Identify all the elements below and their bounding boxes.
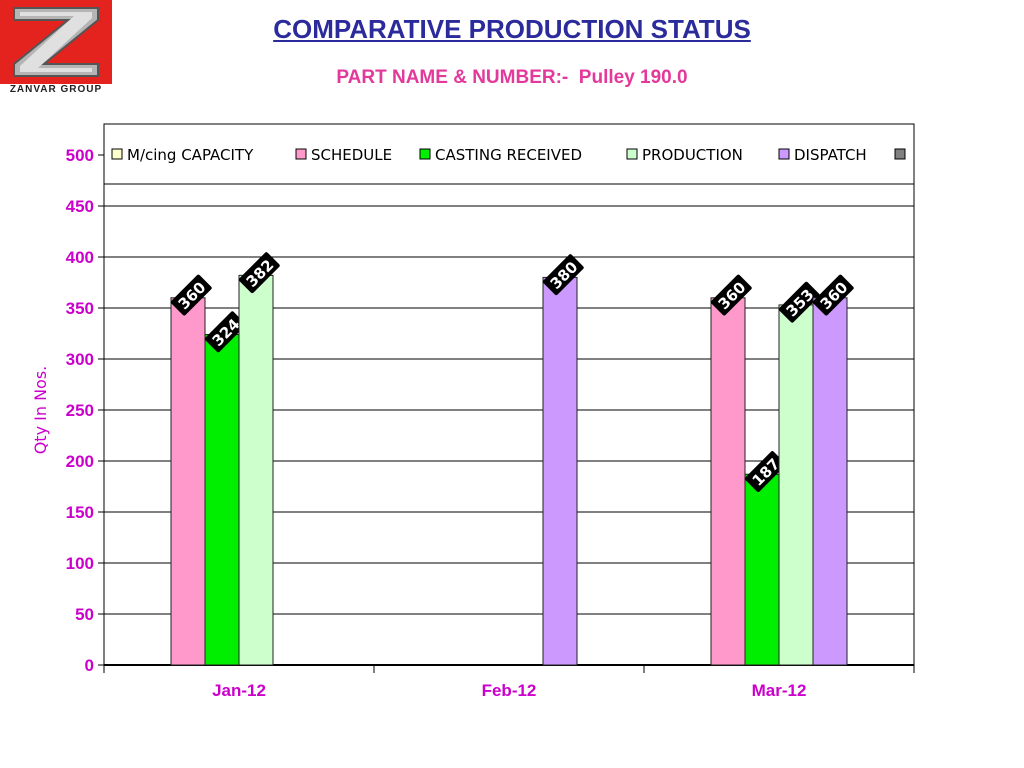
legend-swatch — [894, 148, 906, 160]
data-label-bg — [812, 274, 854, 316]
y-axis-label: Qty In Nos. — [31, 366, 50, 455]
legend-label: M/cing CAPACITY — [127, 146, 254, 164]
y-tick-label: 0 — [85, 656, 94, 675]
legend-swatch — [778, 148, 790, 160]
bar — [542, 276, 578, 666]
legend-label: PRODUCTION — [642, 146, 743, 164]
x-tick-label: Mar-12 — [752, 681, 807, 700]
bar — [710, 297, 746, 666]
bar — [744, 473, 780, 666]
data-label-bg — [778, 281, 820, 323]
y-tick-label: 300 — [66, 350, 94, 369]
bar — [812, 297, 848, 666]
y-tick-label: 150 — [66, 503, 94, 522]
data-label-bg — [542, 254, 584, 296]
legend-label: CASTING RECEIVED — [435, 146, 582, 164]
data-label: 187 — [744, 451, 786, 492]
legend-swatch — [626, 148, 638, 160]
y-tick-label: 250 — [66, 401, 94, 420]
y-tick-label: 50 — [75, 605, 94, 624]
y-tick-label: 350 — [66, 299, 94, 318]
data-label-bg — [710, 274, 752, 316]
legend-swatch — [419, 148, 431, 160]
y-tick-label: 200 — [66, 452, 94, 471]
y-tick-label: 500 — [66, 146, 94, 165]
legend-swatch — [111, 148, 123, 160]
page-title: COMPARATIVE PRODUCTION STATUS — [273, 14, 751, 44]
page-subtitle: PART NAME & NUMBER:- Pulley 190.0 — [336, 67, 688, 88]
legend-label: SCHEDULE — [311, 146, 392, 164]
logo-mark — [0, 0, 112, 84]
y-tick-label: 400 — [66, 248, 94, 267]
bar — [204, 334, 240, 666]
data-label-bg — [238, 252, 280, 294]
legend-label: DISPATCH — [794, 146, 867, 164]
legend-swatch — [295, 148, 307, 160]
x-tick-label: Feb-12 — [482, 681, 537, 700]
y-tick-label: 100 — [66, 554, 94, 573]
bar — [170, 297, 206, 666]
x-tick-label: Jan-12 — [212, 681, 266, 700]
data-label-bg — [170, 274, 212, 316]
zanvar-logo: ZANVAR GROUP — [0, 0, 112, 98]
legend: M/cing CAPACITY SCHEDULE CASTING RECEIVED P… — [103, 123, 915, 185]
bar — [778, 304, 814, 666]
data-label-bg — [744, 451, 786, 492]
bar — [238, 274, 274, 666]
data-label-bg — [204, 311, 246, 353]
y-tick-label: 450 — [66, 197, 94, 216]
logo-text: ZANVAR GROUP — [9, 84, 103, 95]
